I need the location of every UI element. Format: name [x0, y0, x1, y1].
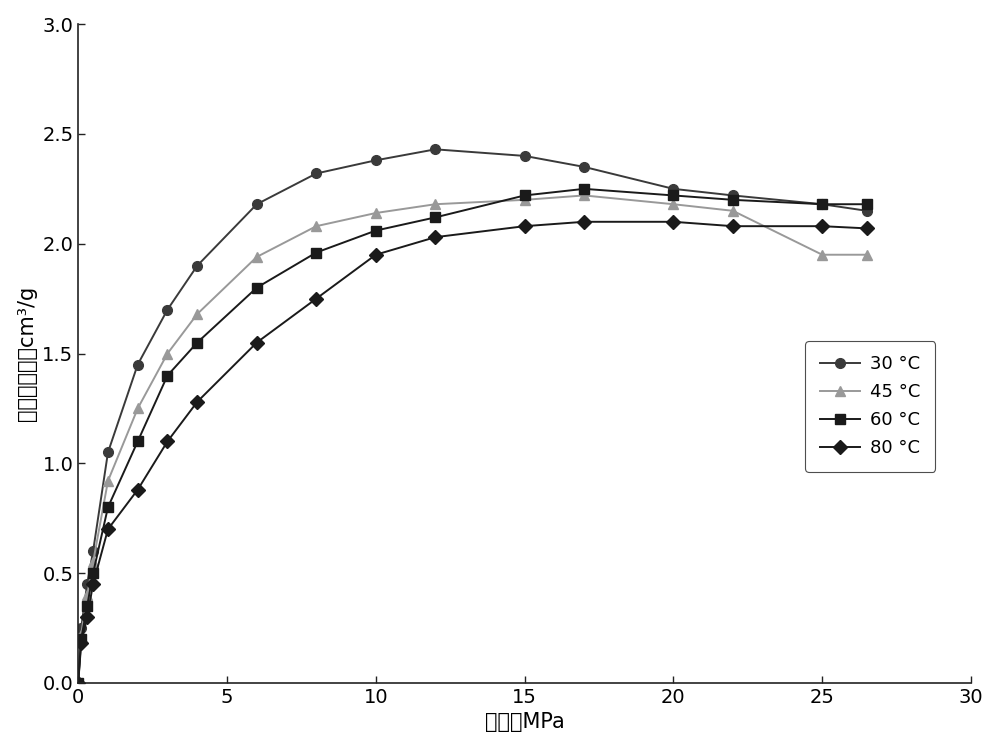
30 °C: [429, 145, 441, 154]
60 °C: [161, 371, 173, 380]
80 °C: [310, 294, 322, 303]
60 °C: [370, 226, 382, 235]
80 °C: [75, 639, 87, 648]
80 °C: [370, 250, 382, 259]
30 °C: [370, 156, 382, 165]
45 °C: [519, 195, 531, 204]
80 °C: [519, 222, 531, 231]
80 °C: [429, 233, 441, 242]
60 °C: [75, 634, 87, 643]
X-axis label: 压力，MPa: 压力，MPa: [485, 712, 564, 733]
60 °C: [81, 601, 93, 610]
Line: 80 °C: 80 °C: [73, 217, 872, 688]
Y-axis label: 绝对吸附量，cm³/g: 绝对吸附量，cm³/g: [17, 286, 37, 421]
45 °C: [429, 200, 441, 209]
60 °C: [519, 191, 531, 200]
45 °C: [72, 679, 84, 688]
60 °C: [310, 248, 322, 257]
30 °C: [310, 169, 322, 178]
45 °C: [578, 191, 590, 200]
Line: 30 °C: 30 °C: [73, 145, 872, 688]
60 °C: [429, 213, 441, 222]
30 °C: [861, 206, 873, 215]
45 °C: [191, 309, 203, 318]
80 °C: [72, 679, 84, 688]
30 °C: [132, 360, 144, 369]
80 °C: [861, 224, 873, 233]
30 °C: [72, 679, 84, 688]
60 °C: [87, 568, 99, 577]
Legend: 30 °C, 45 °C, 60 °C, 80 °C: 30 °C, 45 °C, 60 °C, 80 °C: [805, 341, 935, 472]
30 °C: [519, 151, 531, 160]
45 °C: [727, 206, 739, 215]
60 °C: [667, 191, 679, 200]
30 °C: [102, 448, 114, 457]
Line: 60 °C: 60 °C: [73, 184, 872, 688]
80 °C: [727, 222, 739, 231]
Line: 45 °C: 45 °C: [73, 190, 872, 688]
60 °C: [132, 437, 144, 446]
60 °C: [72, 679, 84, 688]
30 °C: [191, 261, 203, 270]
80 °C: [161, 437, 173, 446]
80 °C: [816, 222, 828, 231]
45 °C: [102, 476, 114, 485]
45 °C: [132, 404, 144, 413]
45 °C: [370, 208, 382, 217]
30 °C: [727, 191, 739, 200]
45 °C: [161, 349, 173, 358]
80 °C: [87, 580, 99, 589]
45 °C: [310, 222, 322, 231]
30 °C: [816, 200, 828, 209]
30 °C: [87, 547, 99, 556]
30 °C: [75, 623, 87, 632]
30 °C: [578, 163, 590, 172]
60 °C: [816, 200, 828, 209]
30 °C: [251, 200, 263, 209]
60 °C: [727, 195, 739, 204]
30 °C: [81, 580, 93, 589]
45 °C: [816, 250, 828, 259]
80 °C: [102, 525, 114, 534]
60 °C: [861, 200, 873, 209]
45 °C: [861, 250, 873, 259]
60 °C: [251, 283, 263, 292]
45 °C: [81, 591, 93, 600]
45 °C: [667, 200, 679, 209]
45 °C: [75, 630, 87, 639]
60 °C: [191, 338, 203, 347]
80 °C: [81, 613, 93, 622]
80 °C: [251, 338, 263, 347]
80 °C: [191, 398, 203, 407]
60 °C: [578, 184, 590, 193]
45 °C: [251, 252, 263, 261]
30 °C: [667, 184, 679, 193]
30 °C: [161, 305, 173, 314]
80 °C: [132, 485, 144, 494]
45 °C: [87, 558, 99, 567]
80 °C: [578, 217, 590, 226]
60 °C: [102, 503, 114, 512]
80 °C: [667, 217, 679, 226]
